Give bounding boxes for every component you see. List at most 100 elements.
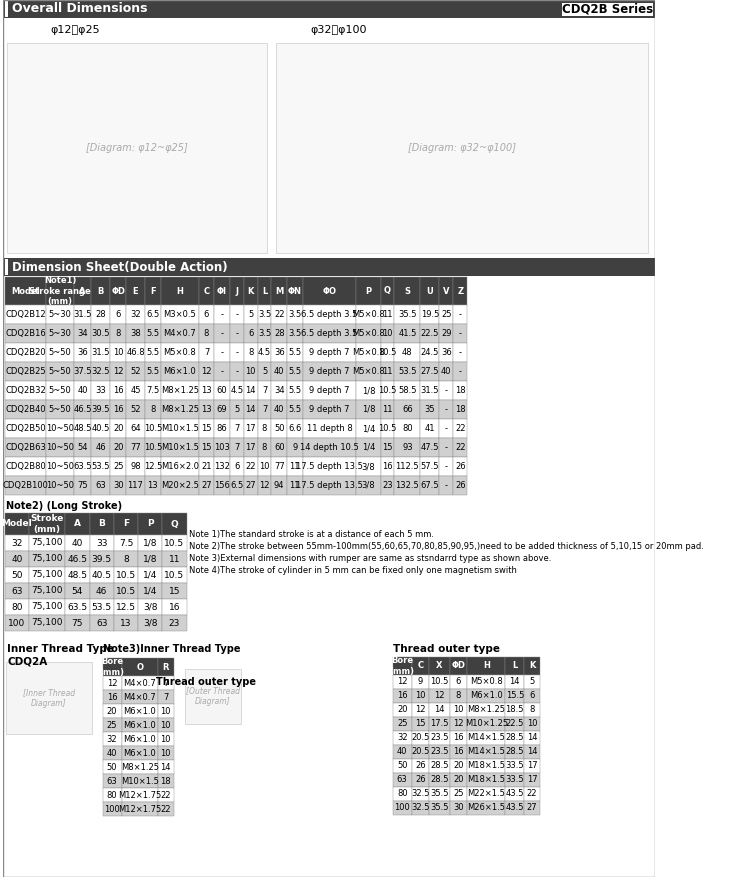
- Text: -: -: [221, 367, 224, 376]
- FancyBboxPatch shape: [91, 381, 111, 400]
- Text: 10.5: 10.5: [164, 538, 184, 547]
- Text: 12: 12: [434, 691, 445, 701]
- Text: 63: 63: [397, 775, 407, 785]
- Text: [Diagram: φ12~φ25]: [Diagram: φ12~φ25]: [87, 143, 188, 153]
- FancyBboxPatch shape: [395, 419, 420, 438]
- FancyBboxPatch shape: [380, 457, 395, 476]
- Text: M14×1.5: M14×1.5: [468, 747, 505, 757]
- Text: 20: 20: [107, 707, 117, 716]
- Text: 27: 27: [201, 481, 212, 490]
- Text: M5×0.8: M5×0.8: [163, 348, 196, 357]
- Text: 3/8: 3/8: [361, 462, 375, 471]
- Text: M14×1.5: M14×1.5: [468, 733, 505, 743]
- FancyBboxPatch shape: [230, 438, 244, 457]
- Text: M8×1.25: M8×1.25: [120, 762, 159, 772]
- FancyBboxPatch shape: [163, 513, 187, 535]
- FancyBboxPatch shape: [158, 760, 174, 774]
- FancyBboxPatch shape: [46, 419, 74, 438]
- Text: P: P: [365, 287, 371, 296]
- FancyBboxPatch shape: [467, 731, 505, 745]
- FancyBboxPatch shape: [66, 535, 90, 551]
- Text: 3.5: 3.5: [258, 329, 271, 338]
- FancyBboxPatch shape: [199, 438, 215, 457]
- Text: 32: 32: [130, 310, 141, 319]
- FancyBboxPatch shape: [429, 703, 450, 717]
- Text: 40: 40: [274, 367, 285, 376]
- Text: 28.5: 28.5: [505, 747, 524, 757]
- Text: 47.5: 47.5: [421, 443, 439, 452]
- FancyBboxPatch shape: [412, 657, 429, 675]
- Text: 11: 11: [290, 481, 300, 490]
- FancyBboxPatch shape: [145, 343, 160, 362]
- Text: M4×0.7: M4×0.7: [123, 693, 156, 702]
- FancyBboxPatch shape: [303, 438, 356, 457]
- FancyBboxPatch shape: [122, 658, 158, 676]
- Text: 43.5: 43.5: [505, 789, 524, 798]
- Text: M4×0.7: M4×0.7: [123, 679, 156, 688]
- FancyBboxPatch shape: [467, 657, 505, 675]
- FancyBboxPatch shape: [29, 615, 66, 631]
- FancyBboxPatch shape: [450, 801, 467, 815]
- Text: 75,100: 75,100: [32, 538, 63, 547]
- Text: CDQ2B25: CDQ2B25: [5, 367, 46, 376]
- Text: 100: 100: [104, 804, 120, 814]
- Text: 12.5: 12.5: [144, 462, 162, 471]
- FancyBboxPatch shape: [74, 343, 91, 362]
- Text: 17: 17: [527, 775, 538, 785]
- Text: 5: 5: [262, 367, 267, 376]
- Text: Q: Q: [171, 519, 178, 529]
- FancyBboxPatch shape: [122, 802, 158, 816]
- FancyBboxPatch shape: [395, 362, 420, 381]
- Text: 25: 25: [397, 719, 407, 729]
- Text: 10: 10: [113, 348, 123, 357]
- Text: 54: 54: [72, 587, 83, 595]
- FancyBboxPatch shape: [46, 400, 74, 419]
- Text: 10.5: 10.5: [378, 424, 397, 433]
- Text: 22: 22: [160, 804, 171, 814]
- FancyBboxPatch shape: [258, 343, 271, 362]
- Text: 14: 14: [510, 678, 520, 687]
- FancyBboxPatch shape: [505, 759, 524, 773]
- FancyBboxPatch shape: [356, 457, 380, 476]
- FancyBboxPatch shape: [412, 717, 429, 731]
- FancyBboxPatch shape: [440, 305, 453, 324]
- FancyBboxPatch shape: [3, 258, 655, 276]
- FancyBboxPatch shape: [380, 438, 395, 457]
- FancyBboxPatch shape: [111, 343, 126, 362]
- FancyBboxPatch shape: [392, 731, 412, 745]
- Text: 25: 25: [107, 721, 117, 730]
- FancyBboxPatch shape: [126, 457, 145, 476]
- FancyBboxPatch shape: [163, 535, 187, 551]
- Text: X: X: [436, 661, 443, 671]
- FancyBboxPatch shape: [505, 657, 524, 675]
- FancyBboxPatch shape: [453, 457, 467, 476]
- FancyBboxPatch shape: [395, 343, 420, 362]
- Text: 5~50: 5~50: [49, 386, 72, 395]
- FancyBboxPatch shape: [380, 277, 395, 305]
- Text: 22: 22: [527, 789, 538, 798]
- FancyBboxPatch shape: [145, 324, 160, 343]
- FancyBboxPatch shape: [392, 703, 412, 717]
- Text: 7.5: 7.5: [146, 386, 160, 395]
- Text: -: -: [445, 443, 448, 452]
- Text: 37.5: 37.5: [73, 367, 92, 376]
- Text: 53.5: 53.5: [92, 602, 111, 611]
- Text: 63.5: 63.5: [67, 602, 87, 611]
- FancyBboxPatch shape: [102, 658, 122, 676]
- FancyBboxPatch shape: [5, 457, 46, 476]
- Text: 22.5: 22.5: [505, 719, 524, 729]
- Text: M10×1.25: M10×1.25: [465, 719, 508, 729]
- FancyBboxPatch shape: [102, 704, 122, 718]
- FancyBboxPatch shape: [258, 438, 271, 457]
- FancyBboxPatch shape: [412, 787, 429, 801]
- Text: 18: 18: [455, 386, 465, 395]
- Text: 10: 10: [259, 462, 270, 471]
- Text: 50: 50: [274, 424, 285, 433]
- FancyBboxPatch shape: [450, 657, 467, 675]
- FancyBboxPatch shape: [90, 551, 114, 567]
- Text: 4.5: 4.5: [258, 348, 271, 357]
- FancyBboxPatch shape: [271, 476, 287, 495]
- FancyBboxPatch shape: [102, 760, 122, 774]
- Text: 21: 21: [201, 462, 212, 471]
- FancyBboxPatch shape: [230, 457, 244, 476]
